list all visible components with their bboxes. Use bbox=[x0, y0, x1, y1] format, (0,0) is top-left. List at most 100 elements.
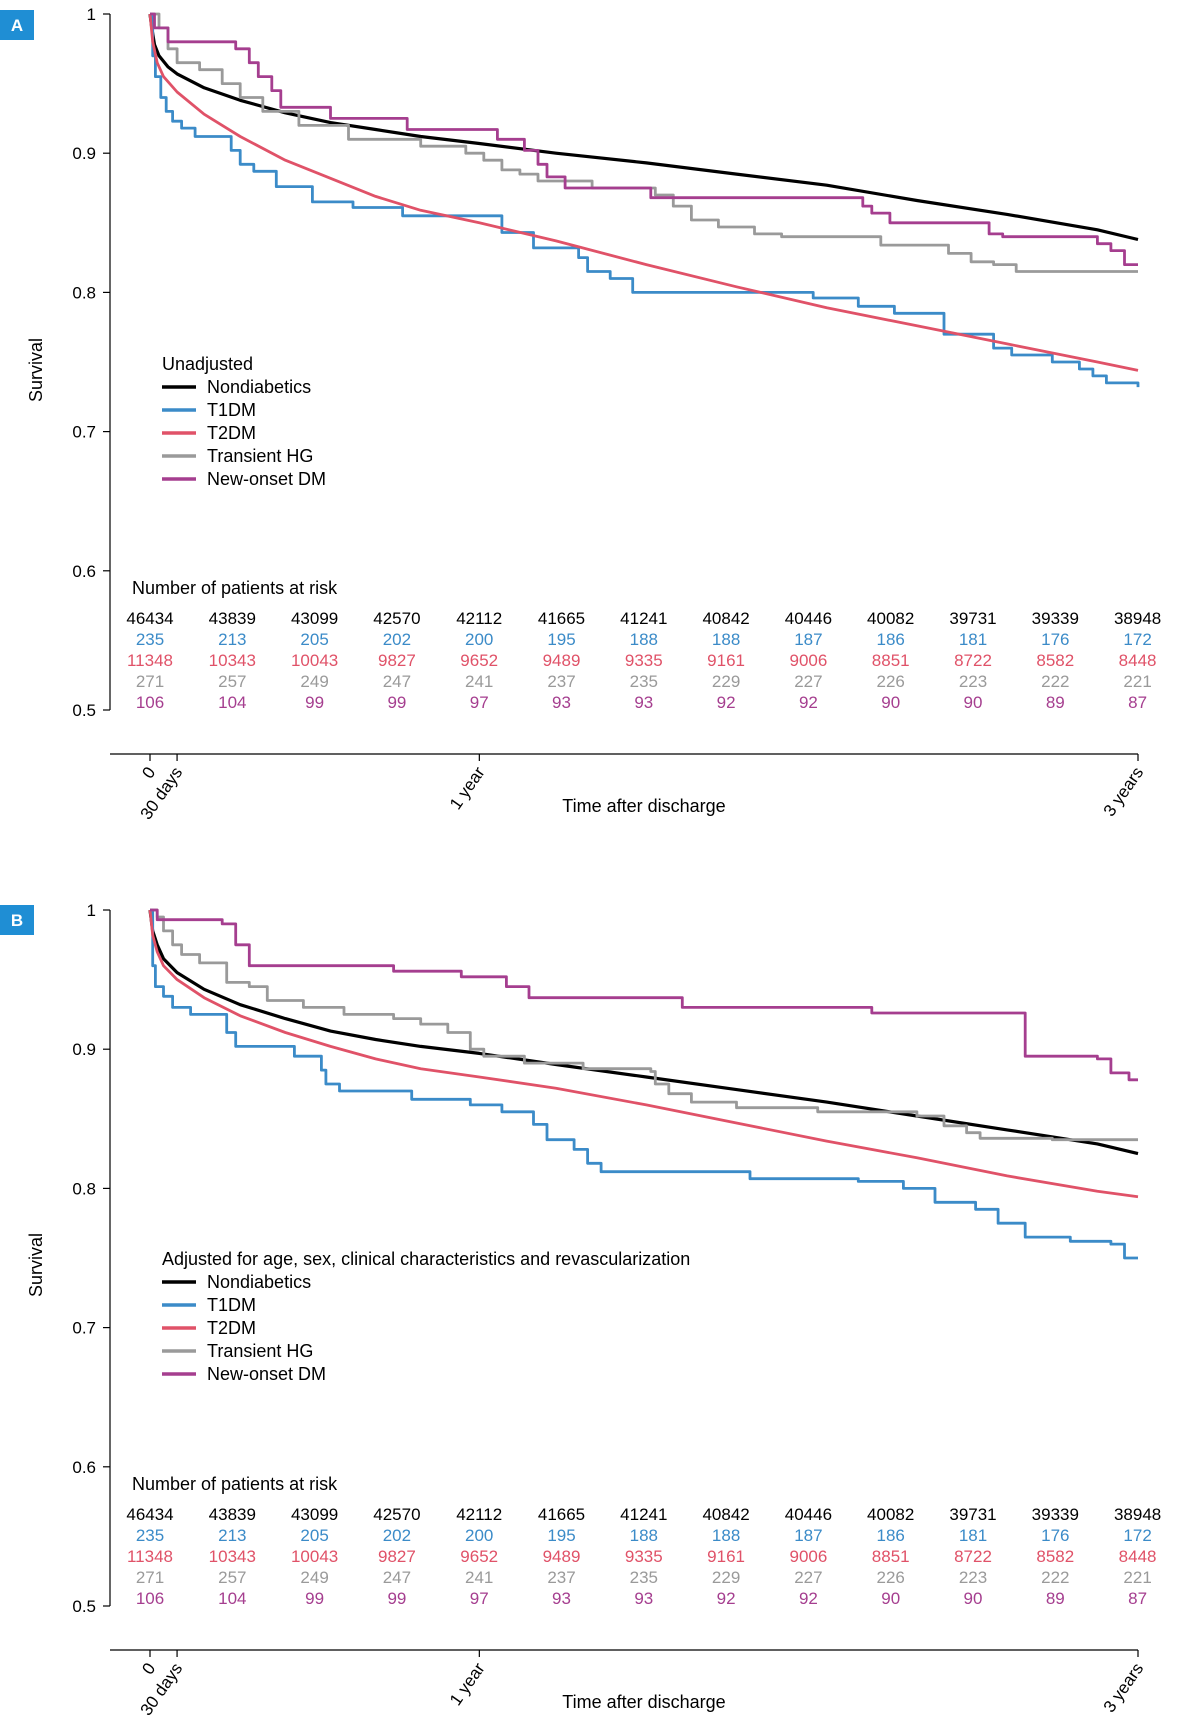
risk-count: 43839 bbox=[209, 1505, 256, 1524]
risk-count: 188 bbox=[712, 1526, 740, 1545]
risk-count: 8582 bbox=[1036, 651, 1074, 670]
risk-count: 39731 bbox=[949, 609, 996, 628]
risk-count: 41665 bbox=[538, 609, 585, 628]
risk-count: 187 bbox=[794, 630, 822, 649]
risk-count: 38948 bbox=[1114, 1505, 1161, 1524]
legend-entry: T2DM bbox=[207, 423, 256, 443]
series-line-new-onset-dm bbox=[150, 908, 1138, 1082]
risk-count: 10043 bbox=[291, 651, 338, 670]
risk-count: 235 bbox=[136, 630, 164, 649]
risk-count: 106 bbox=[136, 1589, 164, 1608]
y-tick-label: 0.8 bbox=[72, 283, 96, 302]
risk-count: 10343 bbox=[209, 1547, 256, 1566]
panel-badge bbox=[0, 10, 34, 40]
x-tick-label: 3 years bbox=[1100, 1659, 1148, 1716]
risk-count: 89 bbox=[1046, 1589, 1065, 1608]
risk-table-title: Number of patients at risk bbox=[132, 578, 338, 598]
x-tick-label: 0 bbox=[138, 763, 159, 782]
risk-count: 8448 bbox=[1119, 651, 1157, 670]
risk-count: 9489 bbox=[543, 1547, 581, 1566]
risk-count: 46434 bbox=[126, 1505, 173, 1524]
series-line-t1dm bbox=[150, 12, 1140, 388]
risk-count: 39731 bbox=[949, 1505, 996, 1524]
risk-count: 39339 bbox=[1032, 1505, 1079, 1524]
risk-count: 99 bbox=[387, 1589, 406, 1608]
risk-count: 8722 bbox=[954, 1547, 992, 1566]
risk-count: 222 bbox=[1041, 672, 1069, 691]
risk-count: 195 bbox=[547, 630, 575, 649]
legend-entry: Nondiabetics bbox=[207, 377, 311, 397]
risk-count: 247 bbox=[383, 672, 411, 691]
legend-entry: Transient HG bbox=[207, 446, 313, 466]
panel-badge bbox=[0, 905, 34, 935]
risk-count: 176 bbox=[1041, 1526, 1069, 1545]
risk-count: 92 bbox=[717, 1589, 736, 1608]
series-line-transient-hg bbox=[150, 12, 1138, 273]
risk-count: 40842 bbox=[702, 1505, 749, 1524]
risk-count: 41241 bbox=[620, 609, 667, 628]
risk-count: 93 bbox=[634, 1589, 653, 1608]
legend-entry: New-onset DM bbox=[207, 469, 326, 489]
risk-count: 229 bbox=[712, 672, 740, 691]
y-tick-label: 0.9 bbox=[72, 1040, 96, 1059]
risk-count: 93 bbox=[634, 693, 653, 712]
risk-count: 8851 bbox=[872, 651, 910, 670]
risk-count: 186 bbox=[877, 1526, 905, 1545]
risk-count: 186 bbox=[877, 630, 905, 649]
risk-count: 9489 bbox=[543, 651, 581, 670]
risk-count: 8851 bbox=[872, 1547, 910, 1566]
x-axis-label: Time after discharge bbox=[562, 1692, 725, 1712]
risk-count: 46434 bbox=[126, 609, 173, 628]
risk-count: 271 bbox=[136, 1568, 164, 1587]
risk-count: 241 bbox=[465, 672, 493, 691]
risk-count: 172 bbox=[1123, 630, 1151, 649]
risk-count: 40082 bbox=[867, 609, 914, 628]
risk-count: 43839 bbox=[209, 609, 256, 628]
risk-count: 87 bbox=[1128, 693, 1147, 712]
risk-count: 92 bbox=[799, 693, 818, 712]
risk-count: 41665 bbox=[538, 1505, 585, 1524]
panel-label: B bbox=[11, 911, 23, 930]
risk-count: 202 bbox=[383, 630, 411, 649]
risk-count: 38948 bbox=[1114, 609, 1161, 628]
y-tick-label: 0.8 bbox=[72, 1179, 96, 1198]
y-tick-label: 1 bbox=[87, 901, 96, 920]
legend-entry: T2DM bbox=[207, 1318, 256, 1338]
x-tick-label: 1 year bbox=[446, 1659, 489, 1709]
risk-count: 9006 bbox=[789, 1547, 827, 1566]
risk-count: 249 bbox=[300, 1568, 328, 1587]
y-axis-label: Survival bbox=[26, 1233, 46, 1297]
risk-count: 200 bbox=[465, 1526, 493, 1545]
risk-count: 40842 bbox=[702, 609, 749, 628]
series-line-t2dm bbox=[148, 13, 1139, 372]
risk-count: 40082 bbox=[867, 1505, 914, 1524]
risk-count: 9335 bbox=[625, 1547, 663, 1566]
y-tick-label: 0.6 bbox=[72, 562, 96, 581]
risk-count: 235 bbox=[630, 1568, 658, 1587]
risk-count: 42112 bbox=[456, 1505, 502, 1524]
panel-label: A bbox=[11, 16, 23, 35]
risk-count: 9335 bbox=[625, 651, 663, 670]
risk-count: 9652 bbox=[460, 651, 498, 670]
risk-count: 8582 bbox=[1036, 1547, 1074, 1566]
risk-count: 172 bbox=[1123, 1526, 1151, 1545]
risk-count: 9006 bbox=[789, 651, 827, 670]
risk-count: 8722 bbox=[954, 651, 992, 670]
series-line-t1dm bbox=[150, 908, 1138, 1260]
risk-count: 188 bbox=[630, 1526, 658, 1545]
risk-count: 93 bbox=[552, 693, 571, 712]
legend-entry: Nondiabetics bbox=[207, 1272, 311, 1292]
risk-count: 92 bbox=[799, 1589, 818, 1608]
y-tick-label: 0.9 bbox=[72, 144, 96, 163]
risk-count: 226 bbox=[877, 672, 905, 691]
legend-entry: Transient HG bbox=[207, 1341, 313, 1361]
risk-count: 90 bbox=[881, 693, 900, 712]
y-tick-label: 0.7 bbox=[72, 423, 96, 442]
risk-count: 99 bbox=[305, 693, 324, 712]
series-line-transient-hg bbox=[150, 908, 1138, 1142]
risk-count: 99 bbox=[305, 1589, 324, 1608]
y-tick-label: 0.7 bbox=[72, 1319, 96, 1338]
risk-count: 39339 bbox=[1032, 609, 1079, 628]
